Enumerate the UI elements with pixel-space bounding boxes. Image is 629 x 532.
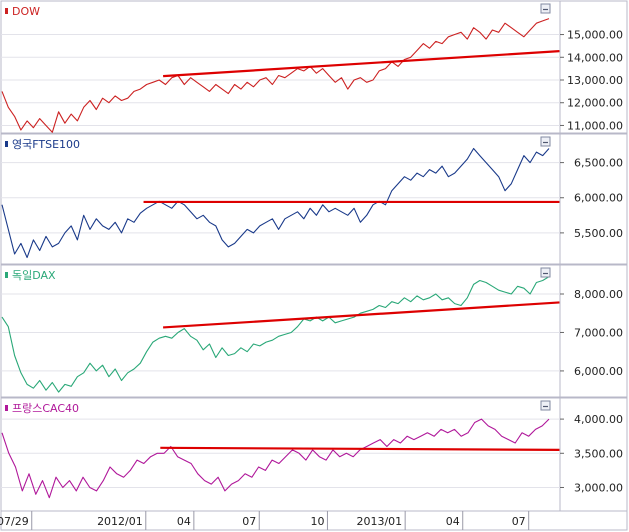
y-tick-label: 6,000.00 [574,365,623,378]
y-axis-area [559,264,628,398]
series-line-ftse100 [1,147,550,259]
chart-panels: 11,000.00 12,000.00 13,000.00 14,000.00 15,0… [0,0,628,512]
plot-area [0,397,561,512]
panel-dow: 11,000.00 12,000.00 13,000.00 14,000.00 15,0… [0,0,628,134]
minimize-box [540,136,551,147]
y-tick-label: 5,500.00 [574,227,623,240]
y-tick-label: 15,000.00 [567,29,623,42]
series-line-cac40 [1,418,550,499]
y-tick-label: 14,000.00 [567,51,623,64]
x-tick-label: 2011/07/29 [0,515,29,528]
panel-ftse100: 5,500.00 6,000.00 6,500.00 영국FTSE100 [0,133,628,265]
x-tick-label: 2012/01 [97,515,143,528]
minimize-box [540,3,551,14]
x-tick-label: 07 [512,515,526,528]
x-axis: 2011/07/29 2012/01 04 07 10 2013/01 04 07 [0,510,628,531]
y-tick-label: 4,000.00 [574,413,623,426]
plot-area [0,264,561,398]
trend-line-cac40 [160,446,560,451]
panel-minimize-button[interactable] [540,400,551,411]
series-line-dow [1,18,550,133]
panel-dax: 6,000.00 7,000.00 8,000.00 독일DAX [0,264,628,398]
x-axis-area [0,510,628,531]
panel-minimize-button[interactable] [540,136,551,147]
panel-title: 영국FTSE100 [12,138,80,151]
panel-title: DOW [12,5,40,18]
y-axis-area [559,0,628,134]
x-tick-label: 04 [446,515,460,528]
x-tick-label: 04 [177,515,191,528]
panel-minimize-button[interactable] [540,267,551,278]
x-tick-label: 10 [310,515,324,528]
plot-area [0,133,561,265]
y-tick-label: 8,000.00 [574,288,623,301]
panel-cac40: 3,000.00 3,500.00 4,000.00 프랑스CAC40 [0,397,628,512]
legend-marker [5,8,8,14]
legend-marker [5,141,8,147]
y-tick-label: 3,000.00 [574,481,623,494]
legend-marker [5,272,8,278]
legend-marker [5,405,8,411]
y-tick-label: 6,000.00 [574,192,623,205]
y-tick-label: 6,500.00 [574,157,623,170]
y-tick-label: 13,000.00 [567,74,623,87]
plot-area [0,0,561,134]
x-tick-label: 2013/01 [356,515,402,528]
y-tick-label: 3,500.00 [574,447,623,460]
y-tick-label: 7,000.00 [574,326,623,339]
panel-title: 독일DAX [12,268,56,282]
trend-line-dax [163,301,560,329]
trend-line-dow [163,50,560,78]
panel-title: 프랑스CAC40 [12,402,79,415]
y-axis-area [559,133,628,265]
series-line-dax [1,276,550,393]
minimize-box [540,400,551,411]
y-tick-label: 11,000.00 [567,119,623,132]
y-tick-label: 12,000.00 [567,97,623,110]
panel-minimize-button[interactable] [540,3,551,14]
x-tick-label: 07 [242,515,256,528]
minimize-box [540,267,551,278]
